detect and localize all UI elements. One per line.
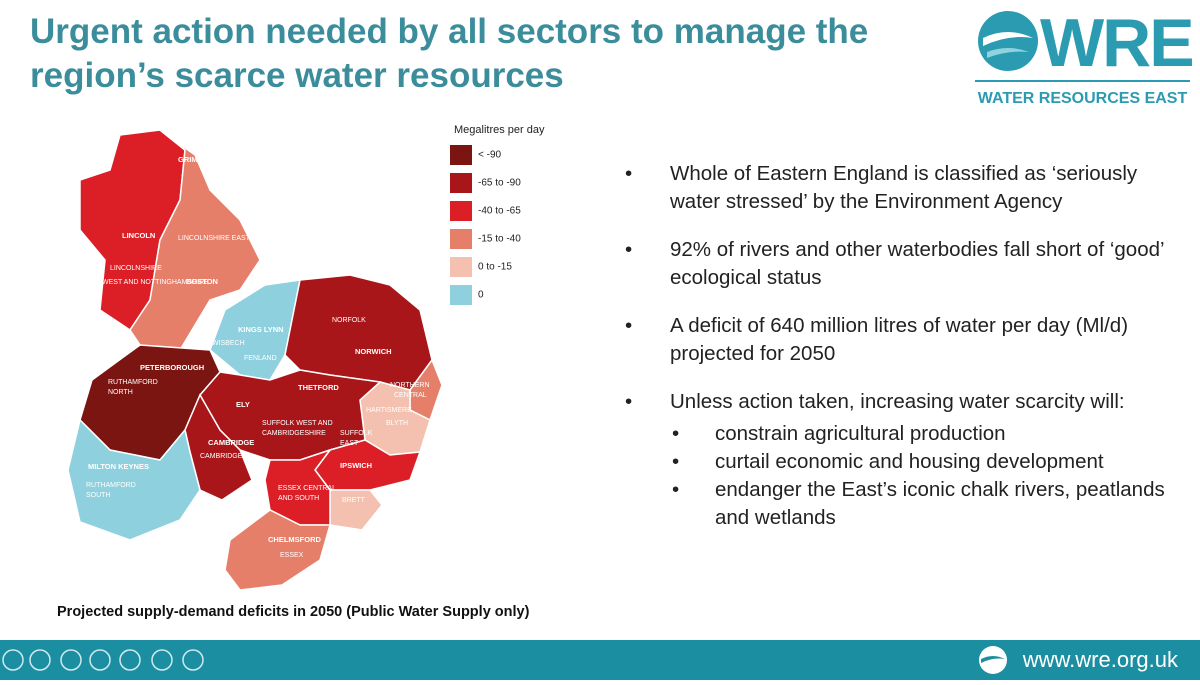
map-label: RUTHAMFORD xyxy=(108,379,158,386)
legend-label: 0 to -15 xyxy=(478,262,512,273)
logo-rule xyxy=(975,80,1190,82)
map-label: BOSTON xyxy=(186,277,218,286)
legend-label: -15 to -40 xyxy=(478,234,521,245)
screen-button[interactable] xyxy=(151,649,173,671)
toolbar-buttons xyxy=(2,649,204,671)
map-label: CAMBRIDGE xyxy=(208,438,254,447)
legend-swatch xyxy=(450,173,472,193)
map-label: LINCOLN xyxy=(122,231,155,240)
map-label: BLYTH xyxy=(386,420,408,427)
legend-label: -40 to -65 xyxy=(478,206,521,217)
legend-label: 0 xyxy=(478,290,484,301)
map-label: LINCOLNSHIRE EAST xyxy=(178,235,251,242)
bullet: A deficit of 640 million litres of water… xyxy=(625,312,1185,368)
logo-icon xyxy=(978,11,1038,71)
map-label: ESSEX CENTRAL xyxy=(278,485,336,492)
next-button[interactable] xyxy=(29,649,51,671)
logo-subtitle: WATER RESOURCES EAST xyxy=(977,90,1188,107)
footer-logo xyxy=(979,646,1007,674)
map-label: NORFOLK xyxy=(332,317,366,324)
map-label: FENLAND xyxy=(244,355,277,362)
more-button[interactable] xyxy=(182,649,204,671)
legend-swatch xyxy=(450,145,472,165)
map-label: THETFORD xyxy=(298,383,339,392)
map-label: SOUTH xyxy=(86,492,111,499)
map-label: CHELMSFORD xyxy=(268,535,321,544)
zoom-button[interactable] xyxy=(119,649,141,671)
map-label: NORTH xyxy=(108,389,133,396)
legend-swatch xyxy=(450,257,472,277)
region xyxy=(264,448,333,526)
map-label: ELY xyxy=(236,400,250,409)
map-label: CAMBRIDGE xyxy=(200,453,243,460)
map-label: WEST AND NOTTINGHAMSHIRE xyxy=(102,279,209,286)
map-label: NORTHERN xyxy=(390,382,430,389)
map: GRIMSBY LINCOLN LINCOLNSHIRE EAST LINCOL… xyxy=(67,124,545,591)
map-label: RUTHAMFORD xyxy=(86,482,136,489)
legend-swatch xyxy=(450,285,472,305)
map-label: ESSEX xyxy=(280,552,304,559)
prev-button[interactable] xyxy=(2,649,24,671)
map-label: PETERBOROUGH xyxy=(140,363,204,372)
map-label: WISBECH xyxy=(212,340,245,347)
map-label: KINGS LYNN xyxy=(238,325,284,334)
sub-bullet: curtail economic and housing development xyxy=(625,448,1185,476)
map-label: EAST xyxy=(340,440,359,447)
map-label: CAMBRIDGESHIRE xyxy=(262,430,326,437)
map-label: SUFFOLK WEST AND xyxy=(262,420,333,427)
legend-title: Megalitres per day xyxy=(454,124,545,136)
legend-swatch xyxy=(450,229,472,249)
region xyxy=(224,509,331,591)
map-caption: Projected supply-demand deficits in 2050… xyxy=(57,604,530,620)
slides-button[interactable] xyxy=(89,649,111,671)
bullet: Unless action taken, increasing water sc… xyxy=(625,388,1185,416)
map-label: MILTON KEYNES xyxy=(88,462,149,471)
pen-button[interactable] xyxy=(60,649,82,671)
map-label: CENTRAL xyxy=(394,392,427,399)
map-label: LINCOLNSHIRE xyxy=(110,265,162,272)
bullet: 92% of rivers and other waterbodies fall… xyxy=(625,236,1185,292)
map-label: SUFFOLK xyxy=(340,430,373,437)
region xyxy=(67,418,201,541)
bullet-list: Whole of Eastern England is classified a… xyxy=(625,160,1185,532)
sub-bullet: constrain agricultural production xyxy=(625,420,1185,448)
map-label: NORWICH xyxy=(355,347,392,356)
logo-text: WRE xyxy=(1040,5,1195,81)
map-label: IPSWICH xyxy=(340,461,372,470)
sub-bullet-list: constrain agricultural productioncurtail… xyxy=(625,420,1185,532)
map-label: BRETT xyxy=(342,497,366,504)
slide-title: Urgent action needed by all sectors to m… xyxy=(30,12,869,95)
sub-bullet: endanger the East’s iconic chalk rivers,… xyxy=(625,476,1185,532)
bullet: Whole of Eastern England is classified a… xyxy=(625,160,1185,216)
map-label: AND SOUTH xyxy=(278,495,319,502)
map-label: GRIMSBY xyxy=(178,155,213,164)
legend-label: < -90 xyxy=(478,150,502,161)
map-label: HARTISMERE xyxy=(366,407,412,414)
legend-swatch xyxy=(450,201,472,221)
toolbar: www.wre.org.uk xyxy=(0,640,1200,680)
website-url[interactable]: www.wre.org.uk xyxy=(1022,647,1178,672)
legend-label: -65 to -90 xyxy=(478,178,521,189)
